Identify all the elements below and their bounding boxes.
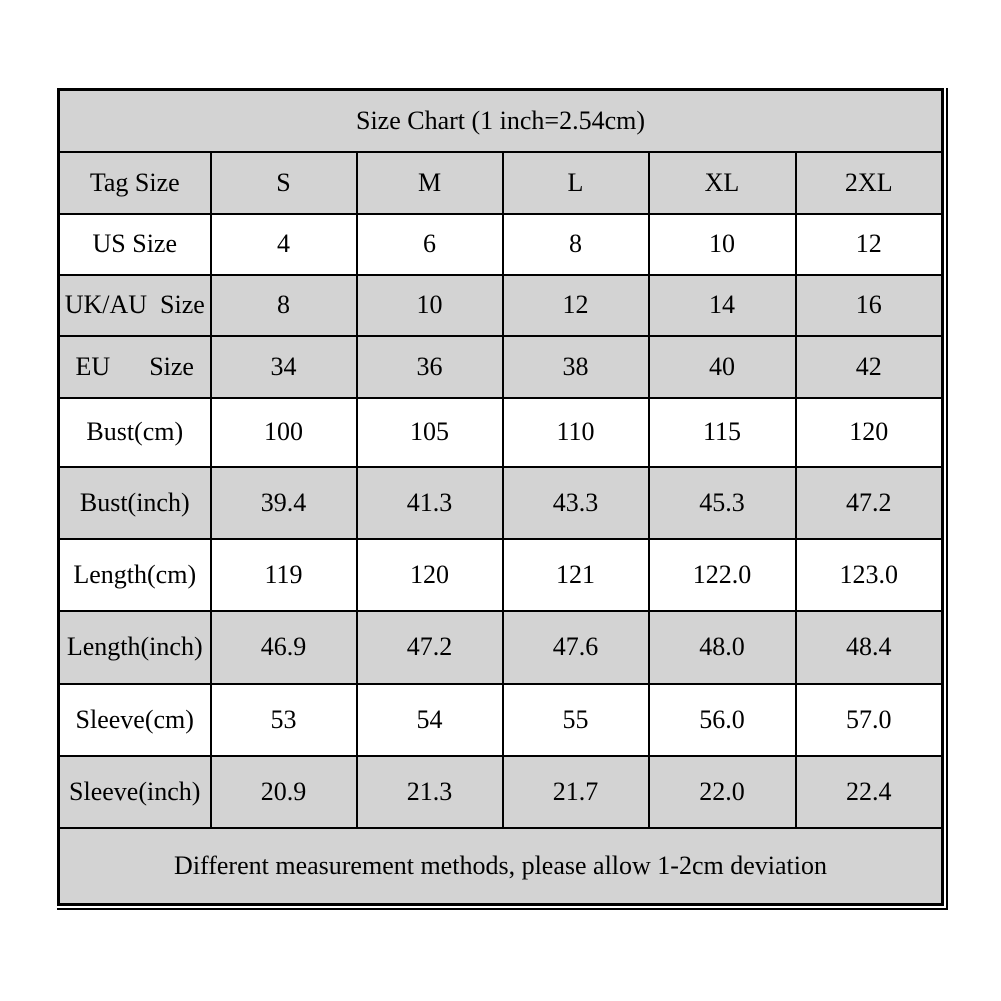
- value-cell: 43.3: [501, 465, 650, 540]
- row-us-size: US Size 4 6 8 10 12: [57, 212, 944, 276]
- chart-title: Size Chart (1 inch=2.54cm): [57, 88, 944, 153]
- row-sleeve-cm: Sleeve(cm) 53 54 55 56.0 57.0: [57, 682, 944, 757]
- value-cell: 6: [355, 212, 504, 276]
- header-size-l: L: [501, 150, 650, 215]
- value-cell: 120: [794, 396, 944, 468]
- row-uk-au-size: UK/AU Size 8 10 12 14 16: [57, 273, 944, 337]
- value-cell: 121: [501, 537, 650, 612]
- value-cell: 46.9: [209, 609, 358, 685]
- value-cell: 21.3: [355, 754, 504, 829]
- footer-note: Different measurement methods, please al…: [57, 826, 944, 906]
- value-cell: 47.2: [355, 609, 504, 685]
- value-cell: 10: [355, 273, 504, 337]
- value-cell: 22.4: [794, 754, 944, 829]
- value-cell: 119: [209, 537, 358, 612]
- value-cell: 12: [501, 273, 650, 337]
- row-sleeve-inch: Sleeve(inch) 20.9 21.3 21.7 22.0 22.4: [57, 754, 944, 829]
- header-size-xl: XL: [647, 150, 797, 215]
- value-cell: 39.4: [209, 465, 358, 540]
- value-cell: 34: [209, 334, 358, 399]
- row-label: Length(inch): [57, 609, 212, 685]
- row-length-cm: Length(cm) 119 120 121 122.0 123.0: [57, 537, 944, 612]
- row-label: Bust(cm): [57, 396, 212, 468]
- value-cell: 45.3: [647, 465, 797, 540]
- footer-row: Different measurement methods, please al…: [57, 826, 944, 906]
- header-size-2xl: 2XL: [794, 150, 944, 215]
- value-cell: 16: [794, 273, 944, 337]
- row-label: Sleeve(cm): [57, 682, 212, 757]
- header-label-tag-size: Tag Size: [57, 150, 212, 215]
- value-cell: 40: [647, 334, 797, 399]
- row-length-inch: Length(inch) 46.9 47.2 47.6 48.0 48.4: [57, 609, 944, 685]
- row-label: Sleeve(inch): [57, 754, 212, 829]
- value-cell: 22.0: [647, 754, 797, 829]
- row-label: UK/AU Size: [57, 273, 212, 337]
- header-size-m: M: [355, 150, 504, 215]
- row-label: US Size: [57, 212, 212, 276]
- value-cell: 8: [501, 212, 650, 276]
- header-row: Tag Size S M L XL 2XL: [57, 150, 944, 215]
- value-cell: 48.0: [647, 609, 797, 685]
- header-size-s: S: [209, 150, 358, 215]
- value-cell: 10: [647, 212, 797, 276]
- value-cell: 120: [355, 537, 504, 612]
- value-cell: 122.0: [647, 537, 797, 612]
- value-cell: 20.9: [209, 754, 358, 829]
- value-cell: 56.0: [647, 682, 797, 757]
- value-cell: 47.6: [501, 609, 650, 685]
- row-label: Length(cm): [57, 537, 212, 612]
- value-cell: 42: [794, 334, 944, 399]
- row-bust-inch: Bust(inch) 39.4 41.3 43.3 45.3 47.2: [57, 465, 944, 540]
- value-cell: 115: [647, 396, 797, 468]
- value-cell: 57.0: [794, 682, 944, 757]
- title-row: Size Chart (1 inch=2.54cm): [57, 88, 944, 153]
- value-cell: 36: [355, 334, 504, 399]
- value-cell: 123.0: [794, 537, 944, 612]
- value-cell: 54: [355, 682, 504, 757]
- value-cell: 105: [355, 396, 504, 468]
- size-chart-table: Size Chart (1 inch=2.54cm) Tag Size S M …: [57, 88, 945, 906]
- value-cell: 55: [501, 682, 650, 757]
- value-cell: 21.7: [501, 754, 650, 829]
- value-cell: 8: [209, 273, 358, 337]
- value-cell: 41.3: [355, 465, 504, 540]
- value-cell: 110: [501, 396, 650, 468]
- value-cell: 12: [794, 212, 944, 276]
- value-cell: 47.2: [794, 465, 944, 540]
- row-bust-cm: Bust(cm) 100 105 110 115 120: [57, 396, 944, 468]
- value-cell: 53: [209, 682, 358, 757]
- row-label: Bust(inch): [57, 465, 212, 540]
- value-cell: 48.4: [794, 609, 944, 685]
- row-eu-size: EU Size 34 36 38 40 42: [57, 334, 944, 399]
- row-label: EU Size: [57, 334, 212, 399]
- size-chart-frame: Size Chart (1 inch=2.54cm) Tag Size S M …: [57, 88, 949, 910]
- value-cell: 4: [209, 212, 358, 276]
- value-cell: 38: [501, 334, 650, 399]
- value-cell: 14: [647, 273, 797, 337]
- value-cell: 100: [209, 396, 358, 468]
